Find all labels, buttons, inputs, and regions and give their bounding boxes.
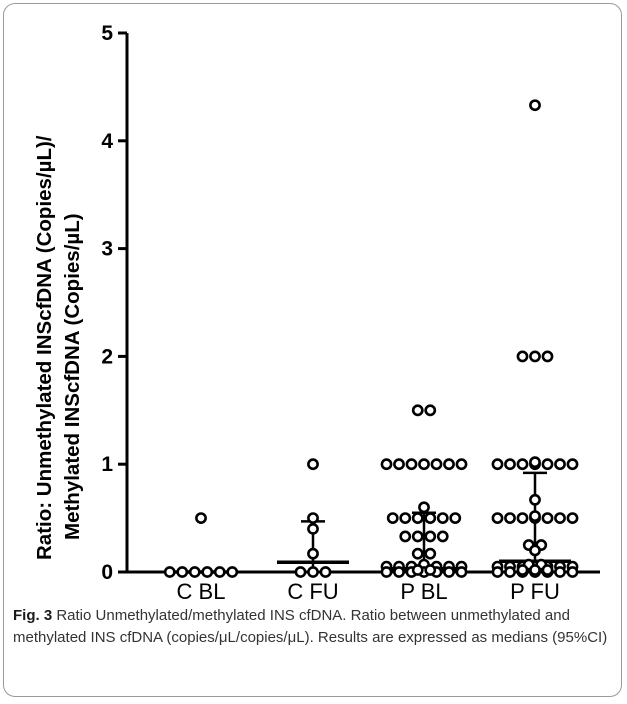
data-point [568, 460, 577, 469]
caption-figure-label: Fig. 3 [13, 607, 52, 624]
x-category-label: P BL [400, 579, 447, 600]
data-point [413, 565, 422, 574]
data-point [321, 567, 330, 576]
data-point [426, 406, 435, 415]
data-point [530, 101, 539, 110]
data-point [165, 567, 174, 576]
data-point [530, 352, 539, 361]
y-axis-label: Ratio: Unmethylated INScfDNA (Copies/µL)… [33, 135, 84, 560]
data-point [432, 460, 441, 469]
caption-text: Ratio Unmethylated/methylated INS cfDNA.… [13, 607, 607, 646]
data-point [419, 460, 428, 469]
y-axis-label-line-2: Methylated INScfDNA (Copies/µL) [61, 213, 84, 540]
data-points [165, 101, 577, 577]
data-point [228, 567, 237, 576]
data-point [388, 514, 397, 523]
data-point [215, 567, 224, 576]
chart: Ratio: Unmethylated INScfDNA (Copies/µL)… [0, 0, 627, 600]
y-tick-label: 3 [101, 238, 113, 261]
data-point [308, 460, 317, 469]
data-point [401, 514, 410, 523]
data-point [308, 514, 317, 523]
data-point [555, 514, 564, 523]
data-point [530, 546, 539, 555]
data-point [308, 549, 317, 558]
figure-caption: Fig. 3 Ratio Unmethylated/methylated INS… [13, 605, 613, 649]
y-tick-label: 1 [101, 453, 113, 476]
data-point [530, 511, 539, 520]
data-point [530, 565, 539, 574]
data-point [203, 567, 212, 576]
data-point [505, 460, 514, 469]
data-point [413, 514, 422, 523]
data-point [518, 514, 527, 523]
data-point [543, 460, 552, 469]
x-category-label: C FU [287, 579, 338, 600]
data-point [555, 460, 564, 469]
data-point [518, 352, 527, 361]
data-point [401, 532, 410, 541]
data-point [568, 514, 577, 523]
x-category-label: P FU [510, 579, 560, 600]
data-point [543, 514, 552, 523]
data-point [407, 460, 416, 469]
y-tick-label: 4 [101, 130, 113, 153]
data-point [426, 565, 435, 574]
data-point [394, 567, 403, 576]
data-point [426, 549, 435, 558]
y-tick-label: 5 [101, 22, 113, 45]
data-point [382, 567, 391, 576]
x-categories: C BL C FU P BL P FU [177, 579, 560, 600]
data-point [190, 567, 199, 576]
data-point [543, 352, 552, 361]
data-point [444, 567, 453, 576]
data-point [457, 460, 466, 469]
data-point [568, 567, 577, 576]
data-point [394, 460, 403, 469]
data-point [419, 503, 428, 512]
data-point [493, 514, 502, 523]
data-point [438, 514, 447, 523]
y-axis-label-line-1: Ratio: Unmethylated INScfDNA (Copies/µL)… [33, 135, 56, 560]
axes [126, 33, 601, 573]
data-point [438, 532, 447, 541]
data-point [518, 460, 527, 469]
data-point [308, 567, 317, 576]
data-point [426, 514, 435, 523]
data-point [308, 524, 317, 533]
x-category-label: C BL [177, 579, 226, 600]
data-point [451, 514, 460, 523]
data-point [505, 514, 514, 523]
data-point [530, 495, 539, 504]
data-point [518, 565, 527, 574]
data-point [505, 567, 514, 576]
data-point [196, 514, 205, 523]
data-point [555, 567, 564, 576]
data-point [530, 458, 539, 467]
y-ticks: 0 1 2 3 4 5 [101, 22, 127, 584]
y-tick-label: 0 [101, 561, 113, 584]
data-point [493, 567, 502, 576]
data-point [444, 460, 453, 469]
data-point [178, 567, 187, 576]
data-point [543, 565, 552, 574]
data-point [413, 406, 422, 415]
data-point [493, 460, 502, 469]
data-point [413, 549, 422, 558]
data-point [296, 567, 305, 576]
data-point [382, 460, 391, 469]
data-point [413, 532, 422, 541]
data-point [457, 567, 466, 576]
data-point [426, 532, 435, 541]
y-tick-label: 2 [101, 345, 113, 368]
